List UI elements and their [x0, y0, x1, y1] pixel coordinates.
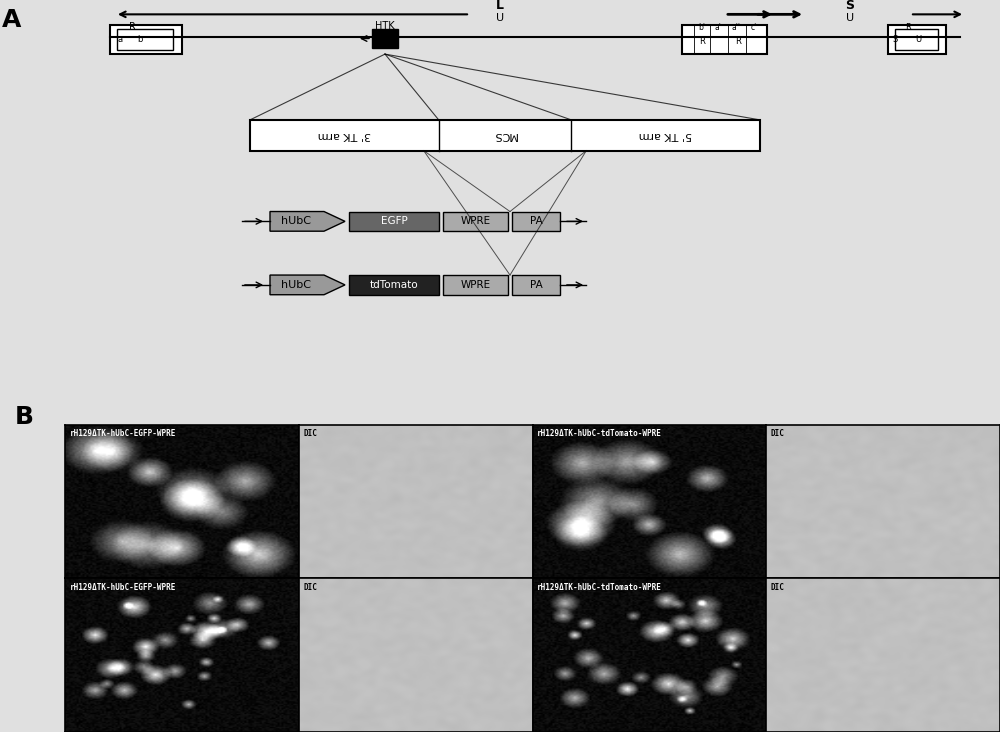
Text: L: L	[496, 0, 504, 12]
Text: A: A	[2, 8, 21, 32]
Polygon shape	[270, 275, 345, 295]
Text: S: S	[846, 0, 854, 12]
Bar	[117, 29, 173, 50]
Text: 5' TK arm: 5' TK arm	[639, 130, 692, 141]
Text: U: U	[846, 13, 854, 23]
Text: 3' TK arm: 3' TK arm	[318, 130, 371, 141]
Bar	[512, 212, 560, 231]
Bar	[443, 275, 508, 295]
Text: b': b'	[698, 23, 706, 32]
Bar	[443, 212, 508, 231]
Text: tdTomato: tdTomato	[370, 280, 418, 290]
Text: hUbC: hUbC	[281, 217, 311, 226]
Text: PA: PA	[530, 280, 542, 290]
Bar	[895, 29, 938, 50]
Text: PA: PA	[530, 217, 542, 226]
Bar	[349, 212, 439, 231]
Text: U: U	[915, 35, 921, 44]
Text: WPRE: WPRE	[460, 217, 491, 226]
Text: B: B	[15, 406, 34, 429]
Text: a: a	[117, 35, 123, 44]
Bar	[349, 275, 439, 295]
Text: EGFP: EGFP	[381, 217, 407, 226]
Text: R: R	[129, 21, 135, 31]
Text: b: b	[137, 35, 143, 44]
Text: c': c'	[751, 23, 757, 32]
Polygon shape	[270, 212, 345, 231]
Text: a': a'	[715, 23, 721, 32]
Bar	[682, 25, 767, 54]
Text: R: R	[905, 23, 911, 31]
Text: MCS: MCS	[493, 130, 517, 141]
Text: rH129ΔTK-hUbC-EGFP-WPRE: rH129ΔTK-hUbC-EGFP-WPRE	[70, 429, 176, 438]
Text: hUbC: hUbC	[281, 280, 311, 290]
Text: rH129ΔTK-hUbC-tdTomato-WPRE: rH129ΔTK-hUbC-tdTomato-WPRE	[537, 583, 662, 592]
Text: R: R	[699, 37, 705, 46]
Text: HTK: HTK	[375, 20, 395, 31]
Bar	[888, 25, 946, 54]
Text: WPRE: WPRE	[460, 280, 491, 290]
Text: S: S	[892, 35, 898, 44]
Text: R: R	[735, 37, 741, 46]
Text: DIC: DIC	[771, 429, 785, 438]
Bar	[250, 120, 760, 151]
Bar	[512, 275, 560, 295]
Text: DIC: DIC	[303, 429, 317, 438]
Text: U: U	[496, 13, 504, 23]
Text: rH129ΔTK-hUbC-tdTomato-WPRE: rH129ΔTK-hUbC-tdTomato-WPRE	[537, 429, 662, 438]
Bar	[372, 29, 398, 48]
Text: DIC: DIC	[303, 583, 317, 592]
Text: rH129ΔTK-hUbC-EGFP-WPRE: rH129ΔTK-hUbC-EGFP-WPRE	[70, 583, 176, 592]
Text: DIC: DIC	[771, 583, 785, 592]
Bar	[110, 25, 182, 54]
Text: a'': a''	[732, 23, 740, 32]
